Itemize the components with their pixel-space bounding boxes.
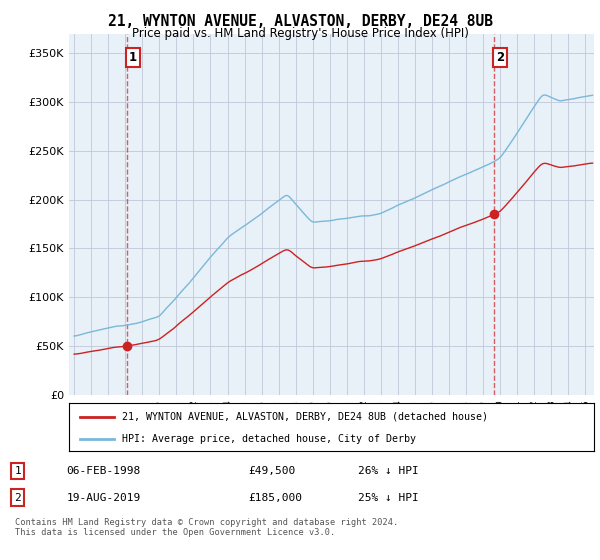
Text: 26% ↓ HPI: 26% ↓ HPI <box>358 466 418 476</box>
Text: 21, WYNTON AVENUE, ALVASTON, DERBY, DE24 8UB: 21, WYNTON AVENUE, ALVASTON, DERBY, DE24… <box>107 14 493 29</box>
Text: Contains HM Land Registry data © Crown copyright and database right 2024.
This d: Contains HM Land Registry data © Crown c… <box>15 518 398 538</box>
Text: HPI: Average price, detached house, City of Derby: HPI: Average price, detached house, City… <box>121 434 415 444</box>
Text: 2: 2 <box>14 492 21 502</box>
Text: 25% ↓ HPI: 25% ↓ HPI <box>358 492 418 502</box>
Text: 2: 2 <box>496 50 504 64</box>
Text: 19-AUG-2019: 19-AUG-2019 <box>67 492 141 502</box>
Text: 06-FEB-1998: 06-FEB-1998 <box>67 466 141 476</box>
Text: 1: 1 <box>14 466 21 476</box>
Text: 21, WYNTON AVENUE, ALVASTON, DERBY, DE24 8UB (detached house): 21, WYNTON AVENUE, ALVASTON, DERBY, DE24… <box>121 412 487 422</box>
Text: Price paid vs. HM Land Registry's House Price Index (HPI): Price paid vs. HM Land Registry's House … <box>131 27 469 40</box>
Text: £49,500: £49,500 <box>248 466 295 476</box>
Text: £185,000: £185,000 <box>248 492 302 502</box>
Text: 1: 1 <box>128 50 137 64</box>
